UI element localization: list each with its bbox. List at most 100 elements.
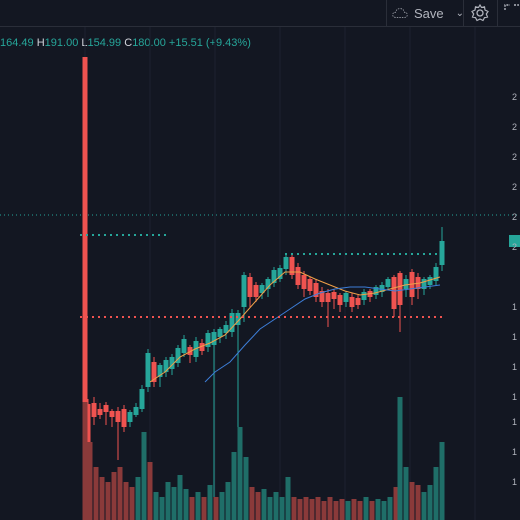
resistance-dot xyxy=(291,253,293,255)
resistance-dot xyxy=(158,234,160,236)
ohlc-legend: 164.49 H191.00 L154.99 C180.00 +15.51 (+… xyxy=(0,37,251,49)
candle-body xyxy=(235,313,241,325)
support-dot xyxy=(128,316,130,318)
candlestick-chart[interactable] xyxy=(0,27,520,520)
support-dot xyxy=(410,316,412,318)
volume-bar xyxy=(219,492,225,520)
candle-body xyxy=(427,277,433,285)
price-chart[interactable] xyxy=(0,27,520,520)
resistance-dot xyxy=(309,253,311,255)
volume-bar xyxy=(351,499,357,520)
support-dot xyxy=(260,316,262,318)
candle-body xyxy=(205,333,211,347)
candle-body xyxy=(277,268,283,279)
volume-bar xyxy=(111,472,117,520)
support-dot xyxy=(416,316,418,318)
candle-body xyxy=(289,257,295,275)
resistance-dot xyxy=(122,234,124,236)
volume-bar xyxy=(427,485,433,520)
support-dot xyxy=(224,316,226,318)
resistance-dot xyxy=(327,253,329,255)
volume-bar xyxy=(141,432,147,520)
resistance-dot xyxy=(351,253,353,255)
support-dot xyxy=(104,316,106,318)
gear-icon[interactable] xyxy=(470,3,490,23)
price-axis-tick: 2 xyxy=(512,182,518,192)
support-dot xyxy=(302,316,304,318)
chevron-down-icon[interactable]: ⌄ xyxy=(455,7,464,19)
volume-bar xyxy=(421,492,427,520)
volume-bar xyxy=(177,475,183,520)
candle-body xyxy=(121,409,127,427)
resistance-dot xyxy=(92,234,94,236)
volume-bar xyxy=(231,452,237,520)
resistance-dot xyxy=(321,253,323,255)
support-dot xyxy=(386,316,388,318)
support-dot xyxy=(284,316,286,318)
candle-body xyxy=(391,277,397,309)
candle-body xyxy=(139,389,145,409)
candle-body xyxy=(295,267,301,285)
resistance-dot xyxy=(164,234,166,236)
volume-bar xyxy=(207,485,213,520)
volume-bar xyxy=(93,467,99,520)
candle-body xyxy=(103,405,109,412)
support-dot xyxy=(86,316,88,318)
volume-bar xyxy=(321,501,327,520)
resistance-dot xyxy=(140,234,142,236)
volume-bar xyxy=(267,497,273,520)
candle-body xyxy=(361,292,367,300)
candle-body xyxy=(439,241,445,265)
candle-body xyxy=(97,409,103,415)
resistance-dot xyxy=(357,253,359,255)
candle-body xyxy=(127,412,133,422)
price-axis-tick: 1 xyxy=(512,302,518,312)
support-dot xyxy=(254,316,256,318)
volume-bar xyxy=(433,467,439,520)
candle-body xyxy=(313,283,319,297)
volume-bar xyxy=(129,487,135,520)
price-axis-tick: 2 xyxy=(512,242,518,252)
candle-body xyxy=(217,329,223,337)
price-axis-tick: 1 xyxy=(512,477,518,487)
volume-bar xyxy=(415,485,421,520)
support-dot xyxy=(206,316,208,318)
support-dot xyxy=(320,316,322,318)
volume-bar xyxy=(147,462,153,520)
candle-body xyxy=(163,360,169,372)
volume-bar xyxy=(285,477,291,520)
resistance-dot xyxy=(146,234,148,236)
price-axis-tick: 2 xyxy=(512,152,518,162)
volume-bar xyxy=(393,487,399,520)
candle-body xyxy=(229,313,235,332)
price-axis-tick: 2 xyxy=(512,212,518,222)
resistance-dot xyxy=(86,234,88,236)
save-button[interactable]: Save ⌄ xyxy=(392,2,464,24)
volume-bar xyxy=(315,497,321,520)
support-dot xyxy=(272,316,274,318)
candle-body xyxy=(385,279,391,287)
price-axis-tick: 1 xyxy=(512,392,518,402)
support-dot xyxy=(344,316,346,318)
support-dot xyxy=(116,316,118,318)
fullscreen-icon[interactable] xyxy=(504,4,520,22)
price-axis-tick: 2 xyxy=(512,92,518,102)
volume-bar xyxy=(279,497,285,520)
price-axis-tick: 1 xyxy=(512,362,518,372)
candle-body xyxy=(373,287,379,295)
support-dot xyxy=(248,316,250,318)
chart-toolbar: Save ⌄ xyxy=(0,0,520,27)
resistance-dot xyxy=(128,234,130,236)
volume-bar xyxy=(189,497,195,520)
candle-body xyxy=(307,279,313,291)
price-axis-tick: 1 xyxy=(512,447,518,457)
support-dot xyxy=(200,316,202,318)
resistance-dot xyxy=(297,253,299,255)
support-dot xyxy=(314,316,316,318)
candle-body xyxy=(187,347,193,355)
resistance-dot xyxy=(80,234,82,236)
support-dot xyxy=(182,316,184,318)
volume-bar xyxy=(123,482,129,520)
volume-bar xyxy=(409,482,415,520)
resistance-dot xyxy=(285,253,287,255)
